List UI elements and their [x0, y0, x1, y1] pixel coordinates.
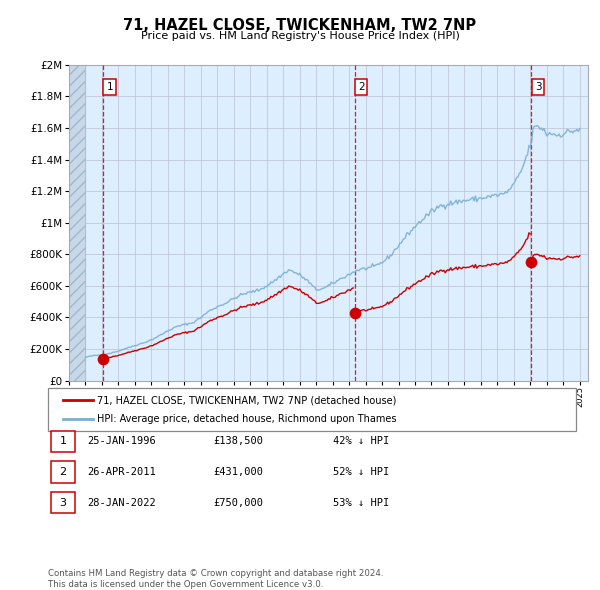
Text: 25-JAN-1996: 25-JAN-1996 [87, 437, 156, 446]
Bar [69, 65, 85, 381]
Text: 53% ↓ HPI: 53% ↓ HPI [333, 498, 389, 507]
Text: 71, HAZEL CLOSE, TWICKENHAM, TW2 7NP: 71, HAZEL CLOSE, TWICKENHAM, TW2 7NP [124, 18, 476, 32]
Point [350, 308, 359, 317]
Text: 26-APR-2011: 26-APR-2011 [87, 467, 156, 477]
Text: 3: 3 [535, 82, 541, 92]
Text: 2: 2 [59, 467, 67, 477]
Text: Price paid vs. HM Land Registry's House Price Index (HPI): Price paid vs. HM Land Registry's House … [140, 31, 460, 41]
Text: 71, HAZEL CLOSE, TWICKENHAM, TW2 7NP (detached house): 71, HAZEL CLOSE, TWICKENHAM, TW2 7NP (de… [97, 395, 397, 405]
Text: £431,000: £431,000 [213, 467, 263, 477]
Text: HPI: Average price, detached house, Richmond upon Thames: HPI: Average price, detached house, Rich… [97, 414, 397, 424]
Text: 2: 2 [358, 82, 364, 92]
Point [98, 354, 108, 363]
Text: 28-JAN-2022: 28-JAN-2022 [87, 498, 156, 507]
Point [527, 257, 536, 267]
Text: £750,000: £750,000 [213, 498, 263, 507]
Text: This data is licensed under the Open Government Licence v3.0.: This data is licensed under the Open Gov… [48, 579, 323, 589]
Bar [69, 65, 85, 381]
Text: 42% ↓ HPI: 42% ↓ HPI [333, 437, 389, 446]
Text: 3: 3 [59, 498, 67, 507]
Text: Contains HM Land Registry data © Crown copyright and database right 2024.: Contains HM Land Registry data © Crown c… [48, 569, 383, 578]
Text: 1: 1 [106, 82, 113, 92]
Text: 1: 1 [59, 437, 67, 446]
Text: 52% ↓ HPI: 52% ↓ HPI [333, 467, 389, 477]
Text: £138,500: £138,500 [213, 437, 263, 446]
